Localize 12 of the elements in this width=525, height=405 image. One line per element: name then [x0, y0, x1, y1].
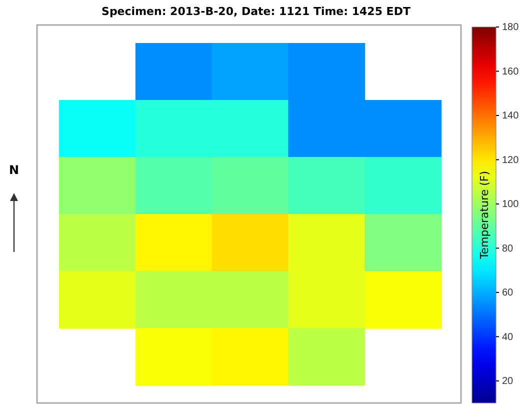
color-bar-title: Temperature (F): [478, 170, 491, 260]
color-bar-label: 100: [502, 199, 520, 210]
color-bar-label: 20: [502, 376, 514, 388]
color-bar-label: 180: [502, 22, 520, 34]
chart-title: Specimen: 2013-B-20, Date: 1121 Time: 1425 EDT: [102, 5, 411, 18]
color-bar-label: 40: [502, 332, 514, 343]
color-bar-label: 120: [502, 154, 520, 166]
color-bar-label: 80: [502, 243, 514, 254]
color-bar-label: 60: [502, 288, 514, 299]
color-bar-label: 160: [502, 66, 520, 78]
color-bar-label: 140: [502, 110, 520, 122]
text: N: [8, 163, 20, 177]
